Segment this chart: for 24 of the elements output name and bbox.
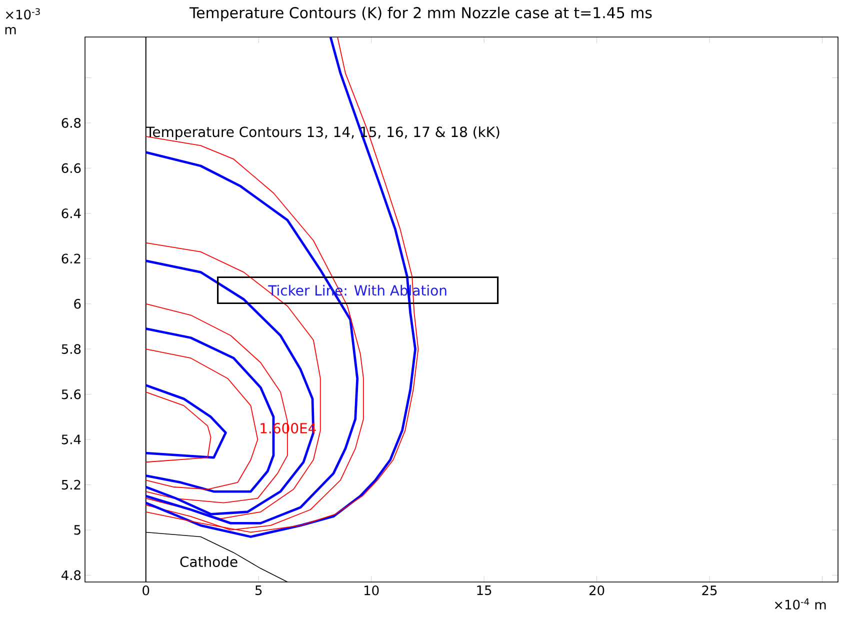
y-tick-label: 5.4 (62, 434, 81, 444)
text: ×10$^{-3}$ m (5, 8, 40, 34)
x-tick-label: 5 (255, 586, 262, 596)
x-tick-label: 15 (477, 586, 492, 596)
x-tick-label: 10 (364, 586, 379, 596)
y-tick-label: 6.2 (62, 254, 80, 264)
y-tick-label: 6.6 (62, 163, 81, 174)
line-series (145, 392, 212, 463)
y-tick-label: 4.8 (62, 570, 81, 580)
y-tick-label: 5.6 (62, 389, 81, 400)
x-tick-label: 25 (702, 586, 717, 596)
line-series (144, 384, 227, 459)
line-series (145, 348, 258, 490)
y-tick-label: 6.8 (62, 118, 81, 128)
y-tick-label: 5.2 (62, 480, 80, 490)
annotation: Cathode (180, 556, 238, 568)
y-tick-label: 6.4 (62, 208, 81, 218)
x-axis-title: ×10$^{-4}$ m (774, 598, 826, 610)
chart-title: Temperature Contours (K) for 2 mm Nozzle case at t=1.45 ms (189, 6, 652, 22)
y-tick-label: 6 (74, 298, 81, 309)
y-tick-label: 5.8 (62, 344, 81, 354)
x-tick-label: 20 (589, 586, 604, 596)
y-tick-label: 5 (74, 525, 80, 535)
x-tick-label: 0 (142, 586, 150, 596)
